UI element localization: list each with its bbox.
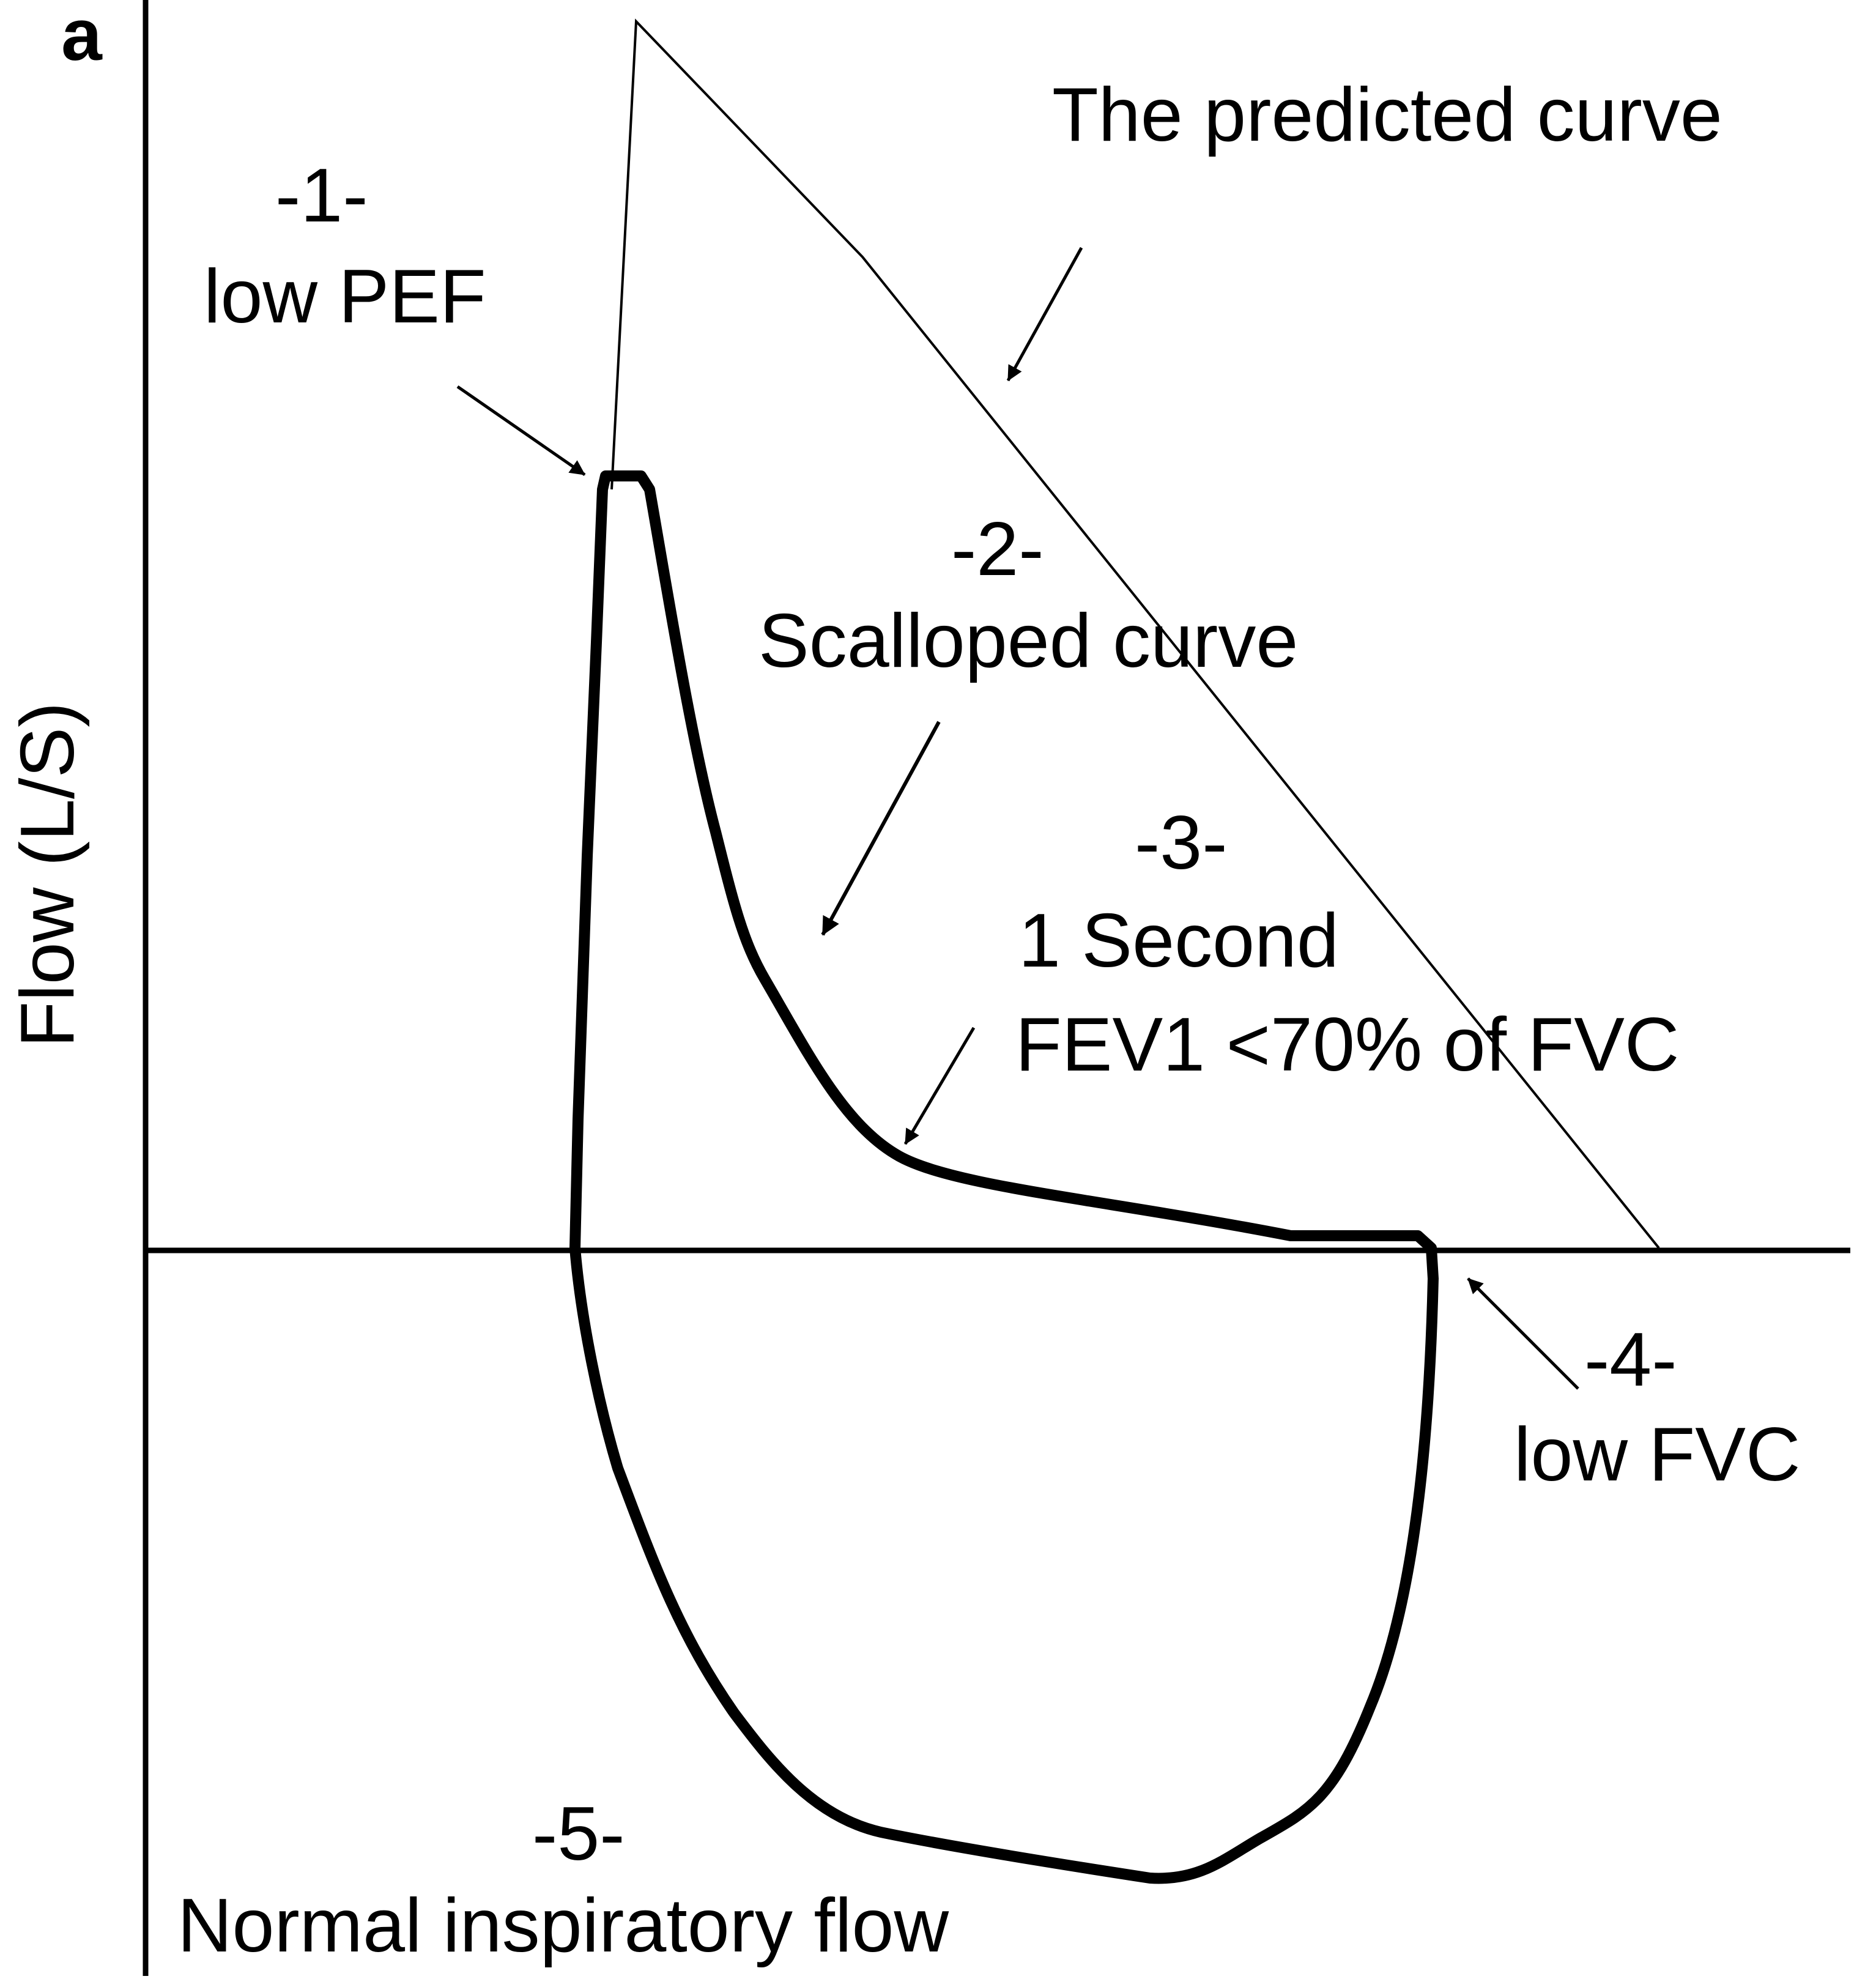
fev1-label-line1: 1 Second	[1018, 899, 1339, 983]
panel-letter: a	[61, 0, 103, 76]
inspiratory-number: -5-	[532, 1792, 625, 1876]
pef-label: low PEF	[204, 254, 486, 339]
fev1-number: -3-	[1135, 801, 1228, 885]
predicted-curve	[610, 18, 1660, 1249]
scalloped-label: Scalloped curve	[758, 599, 1298, 683]
arrow-fvc-icon	[1467, 1277, 1579, 1390]
inspiratory-label: Normal inspiratory flow	[177, 1884, 949, 1968]
measured-flow-volume-loop	[569, 470, 1439, 1884]
fev1-label-line2: FEV1 <70% of FVC	[1015, 1003, 1679, 1087]
arrow-pef-icon	[456, 385, 586, 477]
predicted-curve-label: The predicted curve	[1052, 73, 1722, 157]
y-axis-label: Flow (L/S)	[6, 702, 90, 1048]
arrow-predicted-icon	[1006, 247, 1083, 382]
arrow-fev1-icon	[903, 1027, 976, 1145]
pef-number: -1-	[275, 154, 368, 238]
arrow-scalloped-icon	[821, 721, 941, 936]
scalloped-number: -2-	[951, 507, 1044, 592]
fvc-number: -4-	[1584, 1318, 1677, 1402]
fvc-label: low FVC	[1514, 1413, 1801, 1497]
